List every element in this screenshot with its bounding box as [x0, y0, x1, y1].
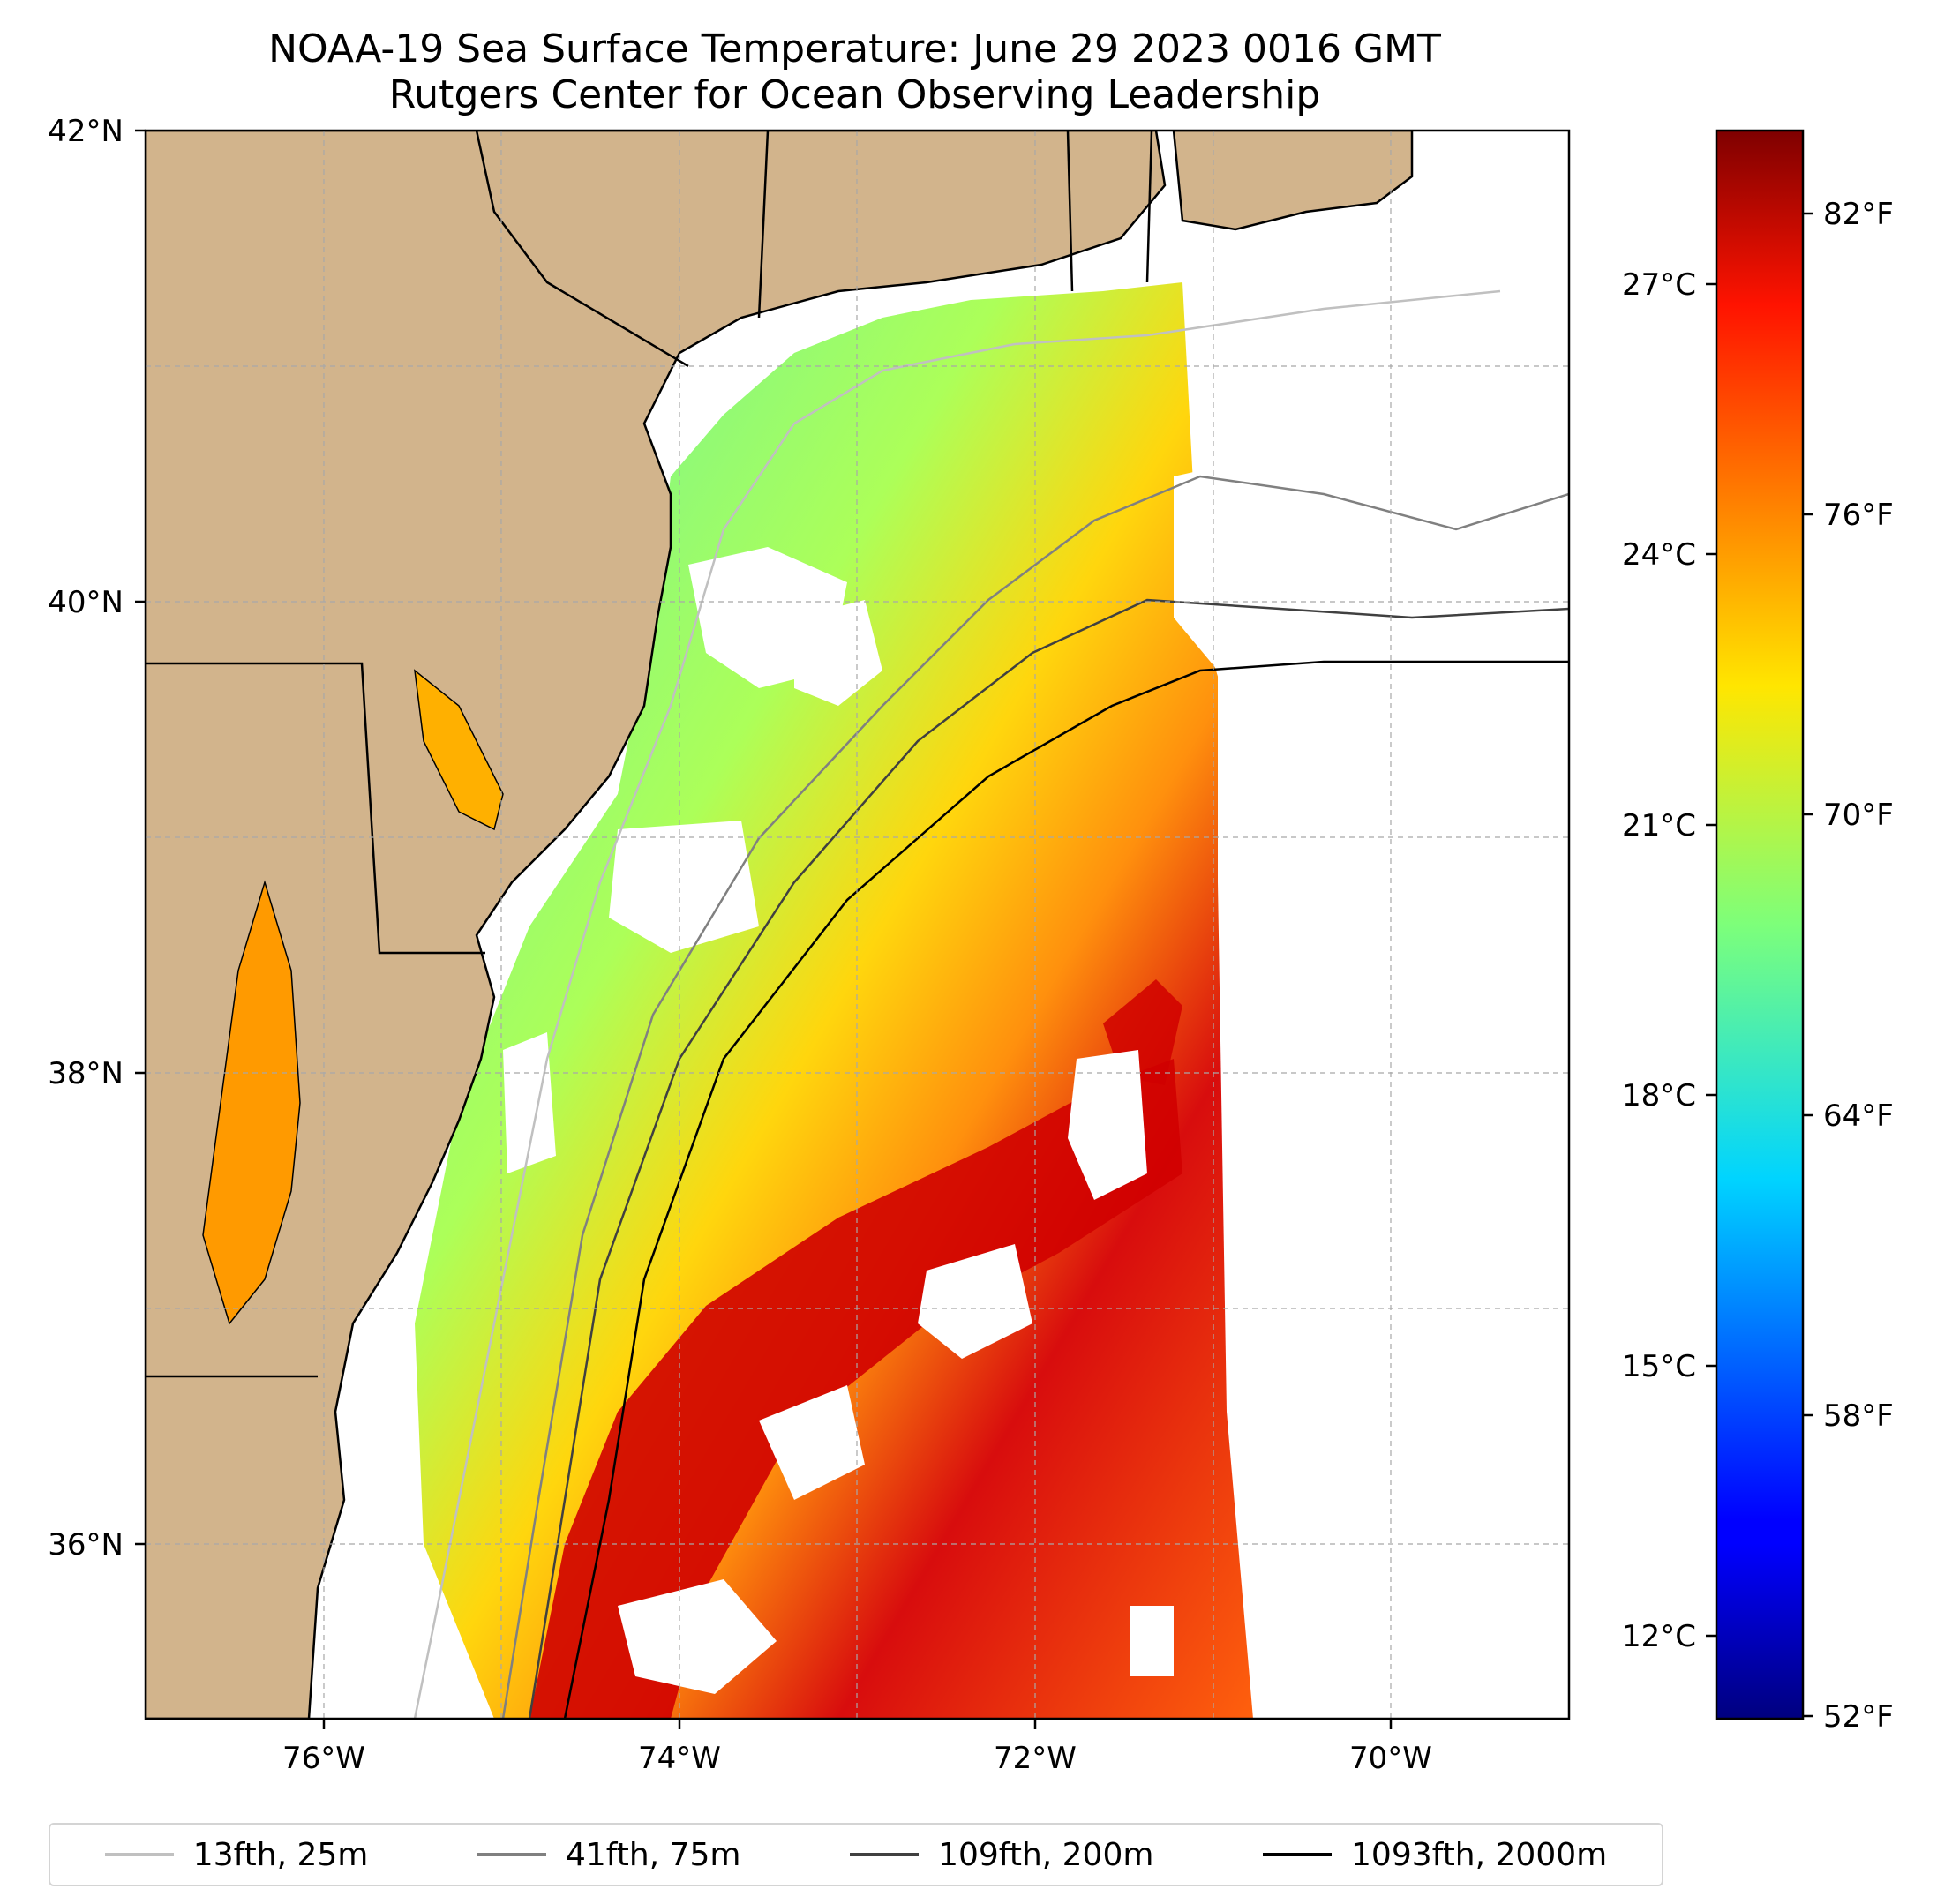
legend-item-25m: 13fth, 25m: [104, 1836, 369, 1873]
sst-field: [415, 282, 1262, 1719]
lat-tick-label: 42°N: [48, 114, 124, 149]
map-subtitle: Rutgers Center for Ocean Observing Leade…: [388, 72, 1321, 117]
colorbar-ticks: [1706, 212, 1813, 1718]
land-cape-cod: [1172, 131, 1414, 231]
celsius-tick-label: 21°C: [1622, 808, 1696, 843]
legend-label: 109fth, 200m: [938, 1836, 1154, 1873]
legend-label: 41fth, 75m: [565, 1836, 741, 1873]
cloud-gaps: [503, 441, 1569, 1719]
warm-core: [529, 1059, 1182, 1719]
map-area: [146, 131, 1569, 1719]
celsius-tick-label: 24°C: [1622, 537, 1696, 573]
celsius-tick-label: 27°C: [1622, 267, 1696, 303]
lat-tick-label: 40°N: [48, 585, 124, 620]
legend-swatch: [477, 1853, 546, 1856]
map-title: NOAA-19 Sea Surface Temperature: June 29…: [268, 26, 1441, 71]
axis-tick-marks: [135, 129, 1393, 1729]
land-northeast: [146, 131, 1167, 1719]
fahrenheit-tick-label: 70°F: [1823, 798, 1894, 833]
legend-swatch: [104, 1853, 174, 1856]
lon-tick-label: 72°W: [994, 1741, 1077, 1776]
colorbar: [1715, 129, 1805, 1720]
legend-swatch: [1263, 1853, 1333, 1856]
isobath-2000m: [563, 660, 1569, 1719]
map-frame: [144, 129, 1571, 1720]
state-borders: [146, 131, 1153, 1378]
lon-tick-label: 74°W: [638, 1741, 721, 1776]
isobath-75m: [501, 475, 1569, 1719]
fahrenheit-tick-label: 76°F: [1823, 498, 1894, 533]
lat-tick-label: 38°N: [48, 1056, 124, 1091]
legend-swatch: [850, 1853, 920, 1856]
fahrenheit-tick-label: 58°F: [1823, 1398, 1894, 1434]
legend-label: 13fth, 25m: [192, 1836, 369, 1873]
bay-water: [202, 880, 301, 1325]
legend-item-75m: 41fth, 75m: [477, 1836, 741, 1873]
legend-item-200m: 109fth, 200m: [850, 1837, 1153, 1873]
legend-label: 1093fth, 2000m: [1351, 1836, 1608, 1873]
lat-tick-label: 36°N: [48, 1527, 124, 1563]
celsius-tick-label: 18°C: [1622, 1078, 1696, 1113]
isobath-legend: 13fth, 25m 41fth, 75m 109fth, 200m 1093f…: [49, 1823, 1663, 1886]
celsius-tick-label: 15°C: [1622, 1349, 1696, 1384]
isobath-200m: [528, 598, 1569, 1719]
lon-tick-label: 70°W: [1349, 1741, 1432, 1776]
gridlines: [146, 131, 1569, 1719]
lon-tick-label: 76°W: [282, 1741, 365, 1776]
isobath-25m: [413, 289, 1501, 1719]
delaware-bay: [414, 669, 504, 831]
fahrenheit-tick-label: 82°F: [1823, 197, 1894, 232]
celsius-tick-label: 12°C: [1622, 1619, 1696, 1654]
fahrenheit-tick-label: 52°F: [1823, 1699, 1894, 1735]
fahrenheit-tick-label: 64°F: [1823, 1098, 1894, 1134]
legend-item-2000m: 1093fth, 2000m: [1263, 1837, 1607, 1873]
